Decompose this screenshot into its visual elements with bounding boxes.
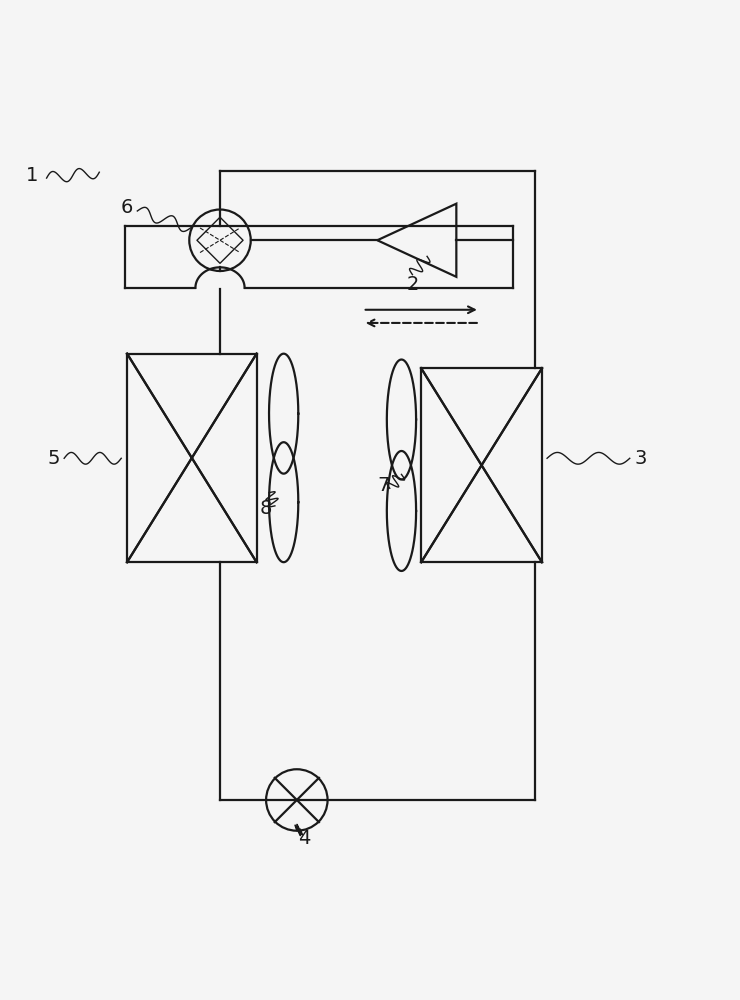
- Text: 8: 8: [260, 499, 272, 518]
- Text: 1: 1: [26, 166, 38, 185]
- Text: 4: 4: [298, 829, 310, 848]
- Text: 3: 3: [634, 449, 647, 468]
- Text: 6: 6: [121, 198, 133, 217]
- Text: 7: 7: [377, 476, 389, 495]
- Text: 5: 5: [47, 449, 60, 468]
- Text: 2: 2: [406, 275, 419, 294]
